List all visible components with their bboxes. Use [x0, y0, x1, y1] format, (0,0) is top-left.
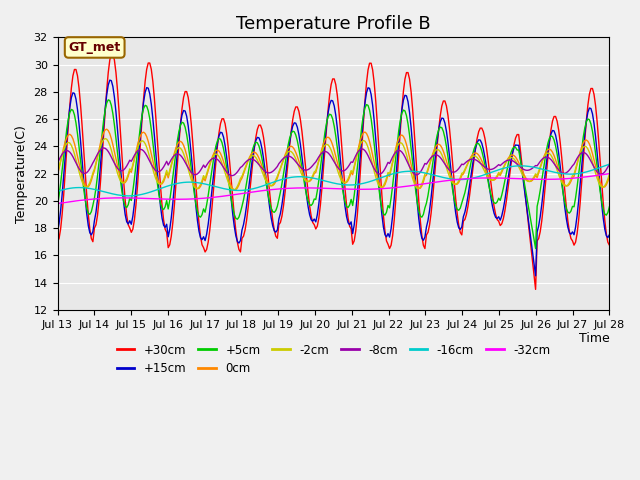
-32cm	[246, 190, 253, 195]
+15cm	[605, 232, 613, 238]
-16cm	[124, 193, 132, 199]
Y-axis label: Temperature(C): Temperature(C)	[15, 125, 28, 223]
+15cm	[220, 134, 227, 140]
-8cm	[605, 161, 613, 167]
Text: GT_met: GT_met	[68, 41, 121, 54]
Title: Temperature Profile B: Temperature Profile B	[236, 15, 431, 33]
0cm	[220, 159, 227, 165]
-2cm	[240, 169, 248, 175]
Line: +30cm: +30cm	[58, 54, 609, 289]
+5cm	[238, 204, 246, 209]
0cm	[123, 178, 131, 183]
-2cm	[54, 170, 61, 176]
-8cm	[229, 173, 237, 179]
0cm	[103, 126, 111, 132]
Line: -32cm: -32cm	[58, 174, 609, 204]
+30cm	[220, 116, 227, 121]
X-axis label: Time: Time	[579, 332, 609, 345]
0cm	[578, 144, 586, 150]
0cm	[230, 187, 238, 193]
-32cm	[218, 193, 226, 199]
-8cm	[578, 150, 586, 156]
-32cm	[295, 185, 303, 191]
+5cm	[578, 145, 586, 151]
0cm	[240, 171, 248, 177]
-8cm	[240, 162, 248, 168]
+15cm	[248, 165, 255, 170]
+5cm	[220, 146, 227, 152]
-2cm	[101, 136, 109, 142]
+15cm	[123, 219, 131, 225]
-16cm	[54, 189, 61, 194]
+5cm	[123, 204, 131, 210]
-32cm	[122, 195, 129, 201]
0cm	[298, 168, 306, 173]
+15cm	[238, 227, 246, 233]
+5cm	[248, 153, 255, 158]
-8cm	[123, 163, 131, 169]
-2cm	[230, 187, 238, 193]
-2cm	[298, 172, 306, 178]
+5cm	[532, 246, 540, 252]
0cm	[249, 150, 257, 156]
-32cm	[575, 175, 582, 180]
-16cm	[296, 174, 304, 180]
-2cm	[605, 171, 613, 177]
-8cm	[298, 166, 306, 171]
-32cm	[54, 201, 61, 206]
-2cm	[220, 165, 227, 171]
+15cm	[578, 164, 586, 169]
-8cm	[220, 165, 227, 170]
-32cm	[605, 171, 613, 177]
-8cm	[54, 160, 61, 166]
+30cm	[605, 242, 613, 248]
+15cm	[106, 77, 114, 83]
Line: +5cm: +5cm	[58, 100, 609, 249]
-16cm	[248, 186, 255, 192]
-8cm	[100, 145, 108, 151]
Line: -16cm: -16cm	[58, 164, 609, 196]
-16cm	[577, 170, 584, 176]
+30cm	[532, 287, 540, 292]
+15cm	[296, 142, 304, 147]
+30cm	[238, 235, 246, 241]
Line: -8cm: -8cm	[58, 148, 609, 176]
+30cm	[296, 117, 304, 122]
0cm	[605, 174, 613, 180]
Line: 0cm: 0cm	[58, 129, 609, 190]
+30cm	[54, 239, 61, 245]
+15cm	[532, 273, 540, 278]
Line: +15cm: +15cm	[58, 80, 609, 276]
+30cm	[123, 213, 131, 218]
Legend: +30cm, +15cm, +5cm, 0cm, -2cm, -8cm, -16cm, -32cm: +30cm, +15cm, +5cm, 0cm, -2cm, -8cm, -16…	[112, 339, 555, 380]
-32cm	[237, 191, 244, 197]
-2cm	[578, 147, 586, 153]
+5cm	[54, 203, 61, 208]
+30cm	[108, 51, 115, 57]
-2cm	[123, 176, 131, 181]
+30cm	[248, 175, 255, 180]
-8cm	[249, 156, 257, 162]
+5cm	[605, 204, 613, 210]
Line: -2cm: -2cm	[58, 139, 609, 190]
+5cm	[104, 97, 112, 103]
-16cm	[238, 188, 246, 193]
0cm	[54, 172, 61, 178]
+30cm	[578, 180, 586, 185]
+15cm	[54, 229, 61, 235]
-2cm	[249, 153, 257, 158]
-16cm	[122, 193, 129, 199]
-16cm	[605, 161, 613, 167]
+5cm	[296, 155, 304, 161]
-16cm	[220, 186, 227, 192]
